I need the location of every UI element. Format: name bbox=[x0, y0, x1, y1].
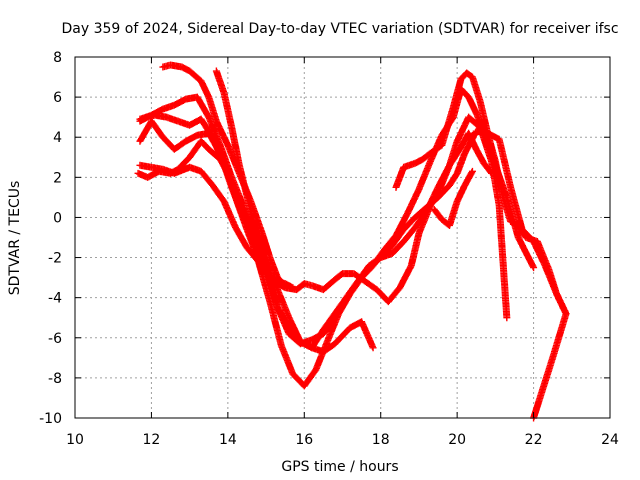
y-tick-label: 6 bbox=[53, 90, 62, 106]
plot-border bbox=[74, 56, 611, 419]
y-axis-ticks: -10 -8 -6 -4 -2 0 2 4 6 8 bbox=[39, 50, 610, 427]
x-tick-label: 14 bbox=[219, 432, 237, 448]
series-trace-9 bbox=[430, 167, 476, 229]
x-tick-label: 12 bbox=[143, 432, 161, 448]
y-tick-label: -2 bbox=[48, 251, 62, 267]
series-trail bbox=[431, 169, 476, 229]
chart-title: Day 359 of 2024, Sidereal Day-to-day VTE… bbox=[61, 21, 618, 37]
y-tick-label: 0 bbox=[53, 210, 62, 226]
y-tick-label: 8 bbox=[53, 50, 62, 66]
y-tick-label: -10 bbox=[39, 411, 62, 427]
x-tick-label: 24 bbox=[601, 432, 619, 448]
x-tick-label: 16 bbox=[295, 432, 313, 448]
y-axis-label: SDTVAR / TECUs bbox=[7, 181, 23, 296]
data-markers bbox=[134, 61, 570, 422]
y-tick-label: 2 bbox=[53, 170, 62, 186]
series-trail bbox=[393, 70, 570, 420]
y-tick-label: -6 bbox=[48, 331, 62, 347]
series-trail bbox=[213, 69, 295, 291]
x-tick-label: 20 bbox=[448, 432, 466, 448]
x-axis-label: GPS time / hours bbox=[281, 459, 398, 475]
series-trace-7 bbox=[212, 67, 297, 292]
x-axis-ticks: 10 12 14 16 18 20 22 24 bbox=[66, 57, 619, 448]
x-tick-label: 22 bbox=[525, 432, 543, 448]
x-tick-label: 10 bbox=[66, 432, 84, 448]
y-tick-label: -4 bbox=[48, 291, 62, 307]
x-tick-label: 18 bbox=[372, 432, 390, 448]
y-tick-label: 4 bbox=[53, 130, 62, 146]
series-trace-8 bbox=[392, 69, 570, 422]
y-tick-label: -8 bbox=[48, 371, 62, 387]
